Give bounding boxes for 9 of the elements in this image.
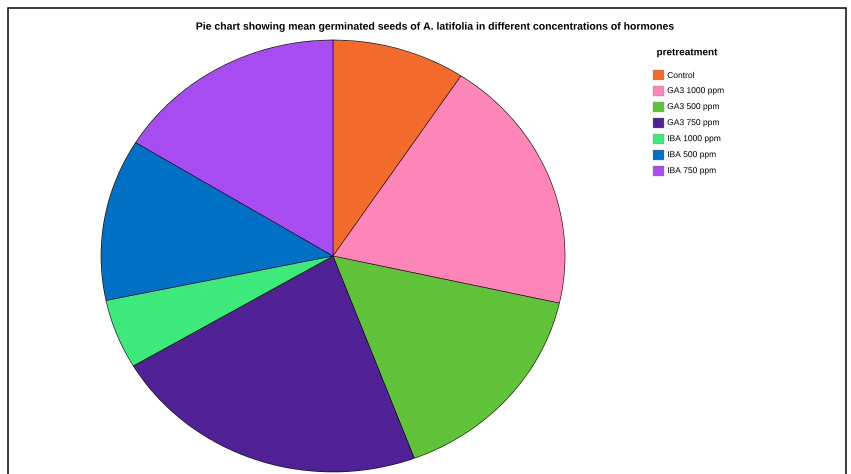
legend-label: IBA 750 ppm — [668, 167, 716, 175]
legend-label: IBA 500 ppm — [668, 151, 716, 159]
legend-label: Control — [668, 72, 694, 78]
legend-title: pretreatment — [657, 48, 718, 58]
legend-label: GA3 750 ppm — [668, 119, 719, 127]
legend-label: GA3 1000 ppm — [668, 87, 724, 95]
chart-title: Pie chart showing mean germinated seeds of A. latifolia in different concentrations of hormones — [196, 22, 674, 32]
legend-label: IBA 1000 ppm — [668, 135, 720, 143]
legend-label: GA3 500 ppm — [668, 103, 719, 111]
